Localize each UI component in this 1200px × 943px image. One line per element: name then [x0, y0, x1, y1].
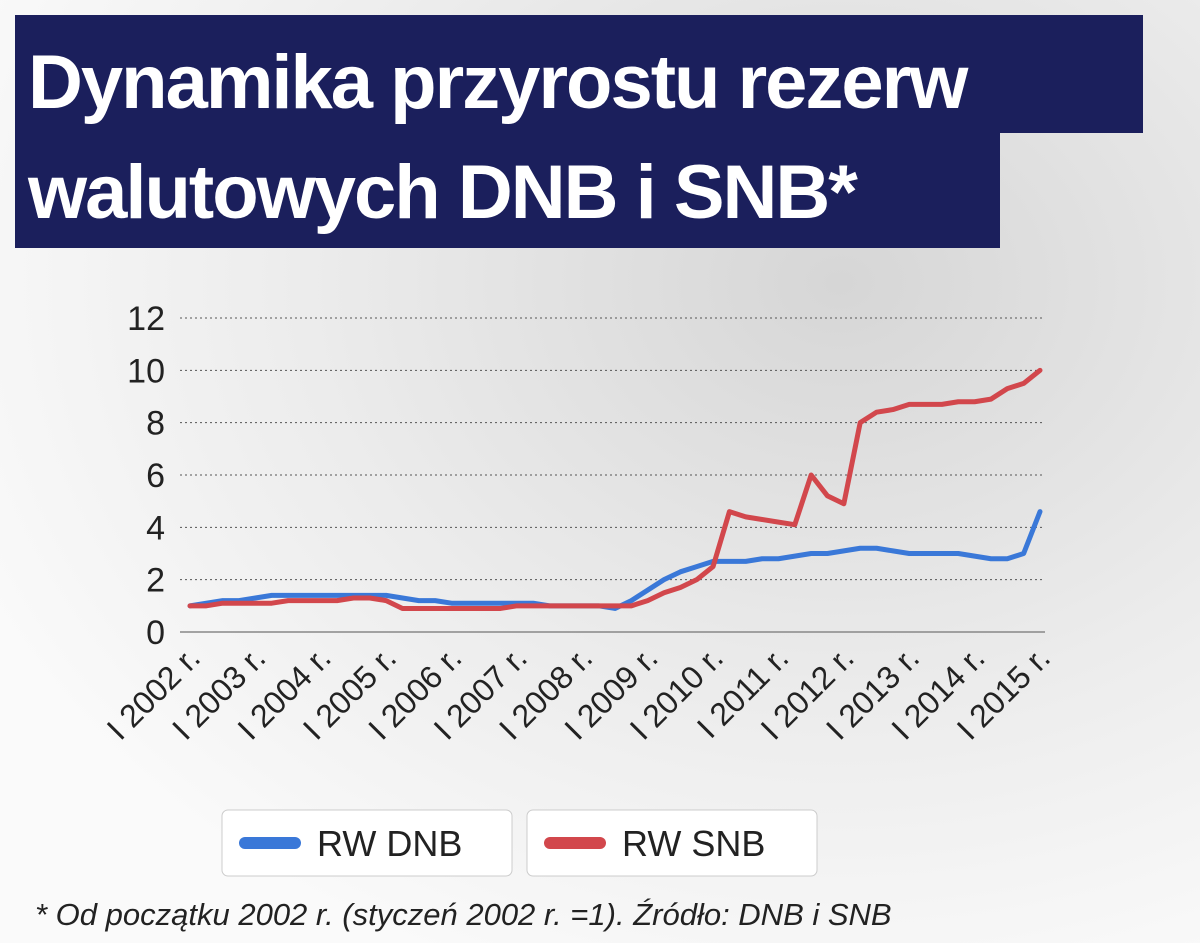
legend-box: [526, 809, 818, 877]
title-box: [15, 15, 1143, 133]
series-line: [187, 367, 1043, 611]
series-line: [187, 509, 1043, 611]
legend-box: [221, 809, 513, 877]
legend-label: RW SNB: [622, 823, 765, 864]
y-tick-label: 6: [146, 457, 165, 495]
y-tick-label: 2: [146, 562, 165, 600]
y-tick-label: 0: [146, 614, 165, 652]
y-tick-label: 10: [127, 352, 165, 390]
y-tick-label: 4: [146, 509, 165, 547]
y-tick-label: 8: [146, 405, 165, 443]
legend-label: RW DNB: [317, 823, 462, 864]
title-box: [15, 130, 1000, 248]
chart-title: walutowych DNB i SNB*: [27, 150, 858, 235]
y-tick-label: 12: [127, 300, 165, 338]
chart-title: Dynamika przyrostu rezerw: [28, 40, 969, 125]
footnote: * Od początku 2002 r. (styczeń 2002 r. =…: [35, 897, 892, 932]
